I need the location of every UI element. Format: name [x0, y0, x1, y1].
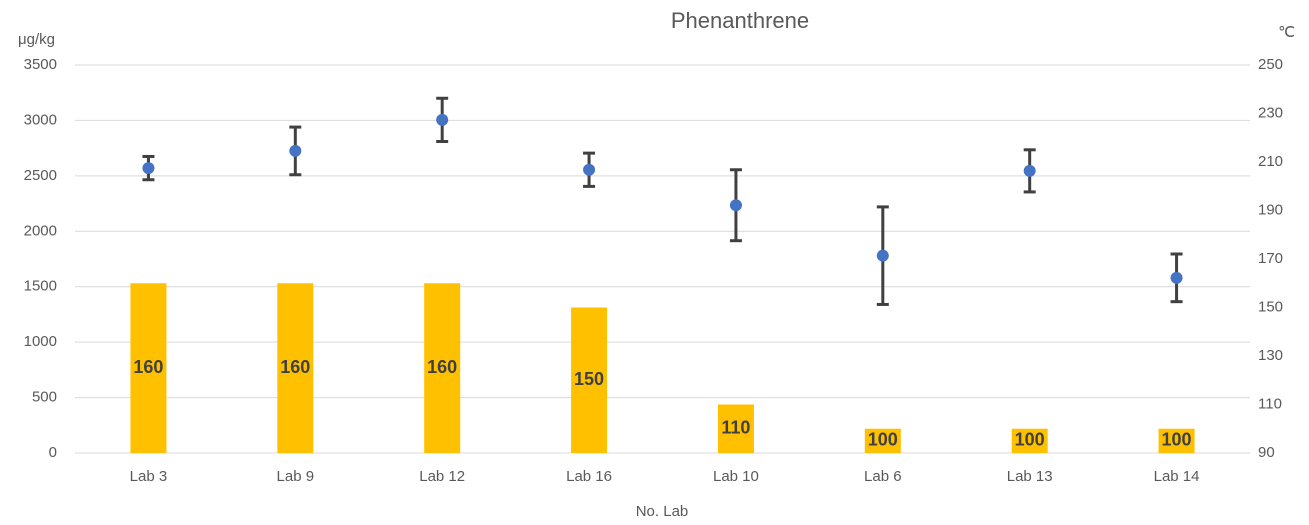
y2-tick-label: 110 — [1258, 395, 1282, 412]
bar — [864, 428, 901, 453]
y2-tick-label: 170 — [1258, 250, 1283, 267]
x-tick-label: Lab 10 — [713, 468, 759, 485]
x-tick-label: Lab 9 — [277, 468, 315, 485]
bar — [130, 283, 167, 453]
bar-label: 100 — [868, 430, 898, 450]
y2-tick-label: 210 — [1258, 153, 1283, 170]
bar — [571, 307, 608, 453]
y2-tick-label: 230 — [1258, 104, 1283, 121]
x-axis-label: No. Lab — [636, 503, 689, 520]
point — [289, 144, 302, 157]
y2-tick-label: 90 — [1258, 444, 1275, 461]
x-tick-label: Lab 3 — [130, 468, 168, 485]
point — [1170, 271, 1183, 284]
bar — [1011, 428, 1048, 453]
y-axis-label: μg/kg — [18, 31, 55, 48]
y-tick-label: 1000 — [24, 333, 57, 350]
y2-tick-label: 190 — [1258, 201, 1283, 218]
y2-axis-label: ℃ — [1278, 24, 1295, 41]
x-tick-label: Lab 6 — [864, 468, 902, 485]
bar-label: 150 — [574, 369, 604, 389]
point — [876, 249, 889, 262]
x-tick-label: Lab 13 — [1007, 468, 1053, 485]
point — [1023, 164, 1036, 177]
x-tick-label: Lab 14 — [1154, 468, 1200, 485]
y-tick-label: 3000 — [24, 111, 57, 128]
bar-label: 160 — [427, 357, 457, 377]
point — [436, 113, 449, 126]
bar — [424, 283, 461, 453]
y-tick-label: 1500 — [24, 278, 57, 295]
bar-label: 110 — [721, 418, 750, 438]
bar-label: 160 — [133, 357, 163, 377]
y2-tick-label: 150 — [1258, 298, 1283, 315]
point — [583, 163, 596, 176]
chart-title: Phenanthrene — [671, 8, 809, 33]
bar — [277, 283, 314, 453]
y-tick-label: 2500 — [24, 167, 57, 184]
y2-tick-label: 250 — [1258, 56, 1283, 73]
bar-label: 100 — [1162, 430, 1192, 450]
bar-label: 160 — [280, 357, 310, 377]
point — [729, 199, 742, 212]
bar — [1158, 428, 1195, 453]
bar-label: 100 — [1015, 430, 1045, 450]
y-tick-label: 3500 — [24, 56, 57, 73]
bar — [717, 404, 754, 453]
y-tick-label: 0 — [49, 444, 57, 461]
x-tick-label: Lab 16 — [566, 468, 612, 485]
point — [142, 162, 155, 175]
y2-tick-label: 130 — [1258, 347, 1283, 364]
x-tick-label: Lab 12 — [419, 468, 465, 485]
y-tick-label: 500 — [32, 389, 57, 406]
y-tick-label: 2000 — [24, 222, 57, 239]
